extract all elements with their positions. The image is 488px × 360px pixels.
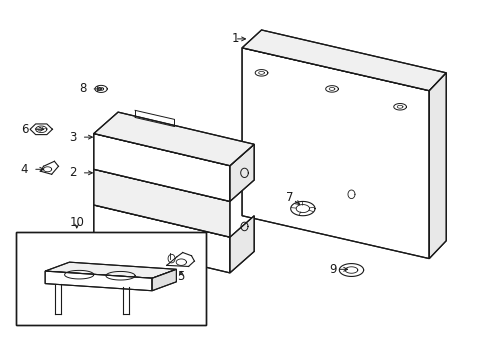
Polygon shape <box>94 205 229 273</box>
Text: 7: 7 <box>285 192 292 204</box>
Polygon shape <box>16 232 205 325</box>
Text: 4: 4 <box>20 163 28 176</box>
Polygon shape <box>229 144 254 202</box>
Polygon shape <box>94 112 254 166</box>
Text: 1: 1 <box>232 32 239 45</box>
Polygon shape <box>45 262 176 278</box>
Polygon shape <box>242 30 446 91</box>
Text: 3: 3 <box>69 131 77 144</box>
Text: 9: 9 <box>329 263 336 276</box>
Text: 5: 5 <box>177 270 184 283</box>
Polygon shape <box>229 216 254 273</box>
Polygon shape <box>94 134 229 202</box>
Polygon shape <box>428 73 446 258</box>
Text: 10: 10 <box>69 216 84 229</box>
Polygon shape <box>242 48 428 258</box>
Text: 6: 6 <box>20 123 28 136</box>
Text: 2: 2 <box>69 166 77 179</box>
Text: 8: 8 <box>79 82 86 95</box>
Polygon shape <box>94 169 229 237</box>
Polygon shape <box>45 271 152 291</box>
Polygon shape <box>152 269 176 291</box>
